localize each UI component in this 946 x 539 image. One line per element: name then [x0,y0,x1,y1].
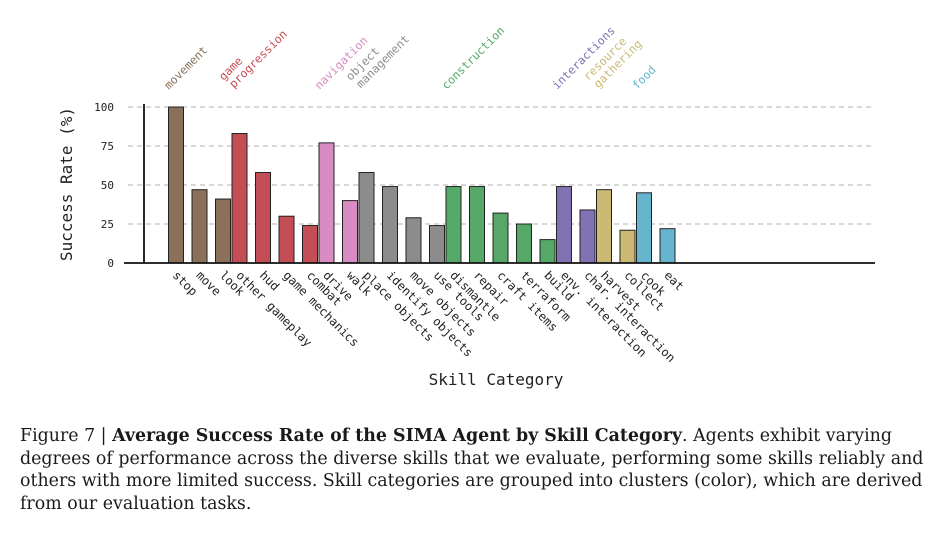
bar [382,186,398,264]
bar [619,229,636,264]
figure-label: Figure 7 | [20,426,113,446]
bar [579,209,596,264]
bar [492,212,509,264]
bar [255,172,271,264]
bar [278,215,295,264]
bar [342,200,358,264]
axes [124,104,875,264]
y-tick-label: 50 [101,179,114,192]
bar [556,186,572,264]
bar [596,189,612,264]
group-label: movement [161,43,210,92]
bar [358,172,375,264]
y-tick-label: 100 [94,101,114,114]
bar [659,228,676,264]
x-tick-label: stop [170,268,200,298]
bar [168,106,184,264]
bar [469,186,485,264]
bar [215,198,231,264]
figure-title: Average Success Rate of the SIMA Agent b… [112,426,683,446]
bar [191,189,208,264]
bar [405,217,422,264]
group-label: construction [439,23,508,92]
group-label-line: movement [161,43,210,92]
group-label: food [629,63,658,92]
bars [168,106,676,264]
y-axis-label: Success Rate (%) [57,107,76,261]
bar [318,142,335,264]
bar [636,192,652,264]
bar [516,223,532,264]
group-label-line: construction [439,23,508,92]
y-tick-labels: 0 25 50 75 100 [94,101,114,270]
x-axis-label: Skill Category [429,370,564,389]
group-label-line: food [629,63,658,92]
group-label: gameprogression [216,18,290,92]
caption-body: . Agents exhibit varying degrees of perf… [20,426,924,514]
bar [445,186,462,264]
group-labels: movement gameprogression navigationobjectm… [161,18,658,92]
figure-caption: Figure 7 | Average Success Rate of the S… [20,425,925,515]
bar [429,225,445,264]
x-tick-label: move [193,268,223,298]
y-tick-label: 0 [107,257,114,270]
bar [231,133,248,264]
y-tick-label: 75 [101,140,114,153]
bar [539,239,556,264]
y-tick-label: 25 [101,218,114,231]
bar [302,225,318,264]
